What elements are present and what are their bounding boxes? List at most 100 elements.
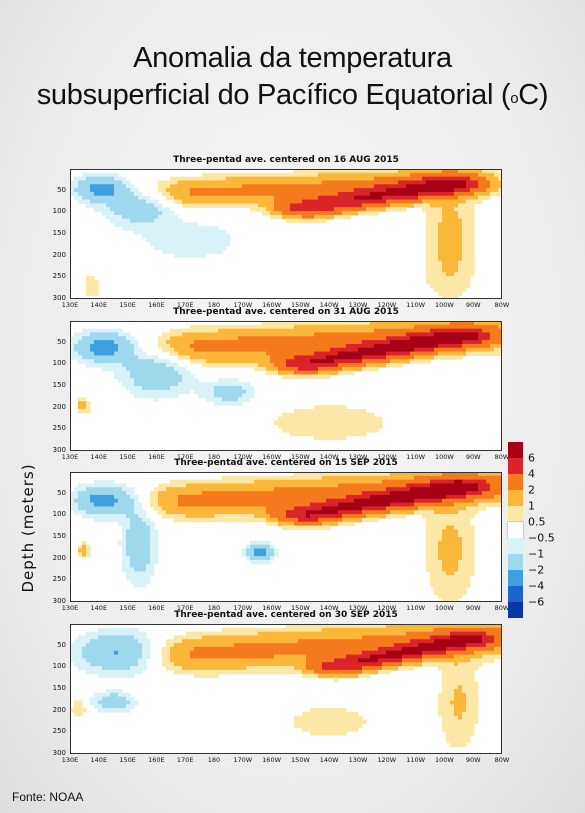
heatmap-cell	[450, 295, 455, 299]
heatmap-cell	[262, 544, 267, 550]
heatmap-cell	[218, 514, 223, 519]
heatmap-cell	[374, 498, 379, 504]
heatmap-cell	[458, 241, 463, 247]
heatmap-cell	[330, 366, 335, 372]
heatmap-cell	[230, 502, 235, 508]
heatmap-cell	[266, 188, 271, 193]
heatmap-cell	[126, 336, 131, 341]
heatmap-cell	[458, 328, 463, 334]
heatmap-cell	[322, 412, 327, 418]
heatmap-cell	[410, 359, 415, 364]
heatmap-cell	[366, 340, 371, 345]
heatmap-cell	[126, 498, 131, 504]
heatmap-cell	[294, 624, 299, 629]
heatmap-cell	[334, 424, 339, 429]
heatmap-cell	[474, 176, 479, 182]
heatmap-cell	[178, 343, 183, 349]
heatmap-cell	[426, 559, 431, 565]
heatmap-cell	[222, 475, 227, 481]
heatmap-cell	[486, 188, 491, 193]
heatmap-cell	[446, 355, 451, 360]
heatmap-cell	[474, 475, 479, 481]
heatmap-cell	[418, 321, 423, 326]
heatmap-cell	[458, 230, 463, 235]
heatmap-cell	[146, 211, 151, 216]
heatmap-cell	[430, 575, 435, 580]
heatmap-cell	[110, 506, 115, 511]
heatmap-cell	[154, 559, 159, 565]
heatmap-cell	[126, 184, 131, 189]
heatmap-cell	[270, 544, 275, 550]
heatmap-cell	[354, 328, 359, 334]
heatmap-cell	[446, 483, 451, 488]
heatmap-cell	[286, 424, 291, 429]
heatmap-cell	[366, 184, 371, 189]
heatmap-cell	[162, 502, 167, 508]
heatmap-cell	[306, 472, 311, 477]
heatmap-cell	[270, 355, 275, 360]
heatmap-cell	[438, 249, 443, 254]
heatmap-cell	[442, 537, 447, 542]
heatmap-cell	[118, 514, 123, 519]
heatmap-cell	[126, 491, 131, 496]
heatmap-cell	[446, 272, 451, 277]
heatmap-cell	[398, 494, 403, 500]
heatmap-cell	[454, 264, 459, 270]
heatmap-cell	[266, 479, 271, 485]
heatmap-cell	[162, 514, 167, 519]
heatmap-cell	[290, 324, 295, 330]
heatmap-cell	[430, 510, 435, 515]
heatmap-cell	[418, 203, 423, 208]
heatmap-cell	[298, 491, 303, 496]
heatmap-cell	[126, 222, 131, 227]
x-tick-label: 140W	[319, 453, 339, 461]
heatmap-cell	[338, 498, 343, 504]
heatmap-cell	[210, 340, 215, 345]
heatmap-cell	[450, 347, 455, 353]
heatmap-cell	[426, 203, 431, 208]
y-tick-label: 150	[52, 532, 66, 540]
heatmap-cell	[86, 548, 91, 553]
heatmap-cell	[266, 487, 271, 492]
heatmap-cell	[210, 363, 215, 368]
heatmap-cell	[286, 506, 291, 511]
heatmap-cell	[254, 627, 259, 633]
heatmap-cell	[246, 491, 251, 496]
heatmap-cell	[242, 363, 247, 368]
heatmap-cell	[466, 556, 471, 561]
heatmap-cell	[266, 324, 271, 330]
heatmap-cell	[466, 544, 471, 550]
heatmap-cell	[258, 510, 263, 515]
heatmap-cell	[86, 510, 91, 515]
heatmap-cell	[142, 222, 147, 227]
heatmap-cell	[242, 184, 247, 189]
heatmap-cell	[382, 207, 387, 212]
heatmap-cell	[362, 408, 367, 414]
heatmap-cell	[258, 517, 263, 523]
heatmap-cell	[122, 510, 127, 515]
heatmap-cell	[174, 199, 179, 205]
heatmap-cell	[282, 487, 287, 492]
heatmap-cell	[206, 199, 211, 205]
heatmap-cell	[166, 389, 171, 395]
heatmap-cell	[426, 169, 431, 174]
heatmap-cell	[110, 188, 115, 193]
heatmap-cell	[102, 328, 107, 334]
heatmap-cell	[338, 184, 343, 189]
heatmap-cell	[482, 176, 487, 182]
heatmap-cell	[162, 389, 167, 395]
heatmap-cell	[426, 214, 431, 220]
heatmap-cell	[374, 420, 379, 425]
heatmap-cell	[426, 324, 431, 330]
heatmap-cell	[446, 552, 451, 557]
heatmap-cell	[270, 556, 275, 561]
heatmap-cell	[398, 324, 403, 330]
heatmap-cell	[210, 479, 215, 485]
heatmap-cell	[446, 191, 451, 197]
heatmap-cell	[446, 347, 451, 353]
heatmap-cell	[466, 222, 471, 227]
heatmap-cell	[350, 211, 355, 216]
heatmap-cell	[114, 180, 119, 185]
heatmap-cell	[434, 321, 439, 326]
heatmap-cell	[394, 627, 399, 633]
